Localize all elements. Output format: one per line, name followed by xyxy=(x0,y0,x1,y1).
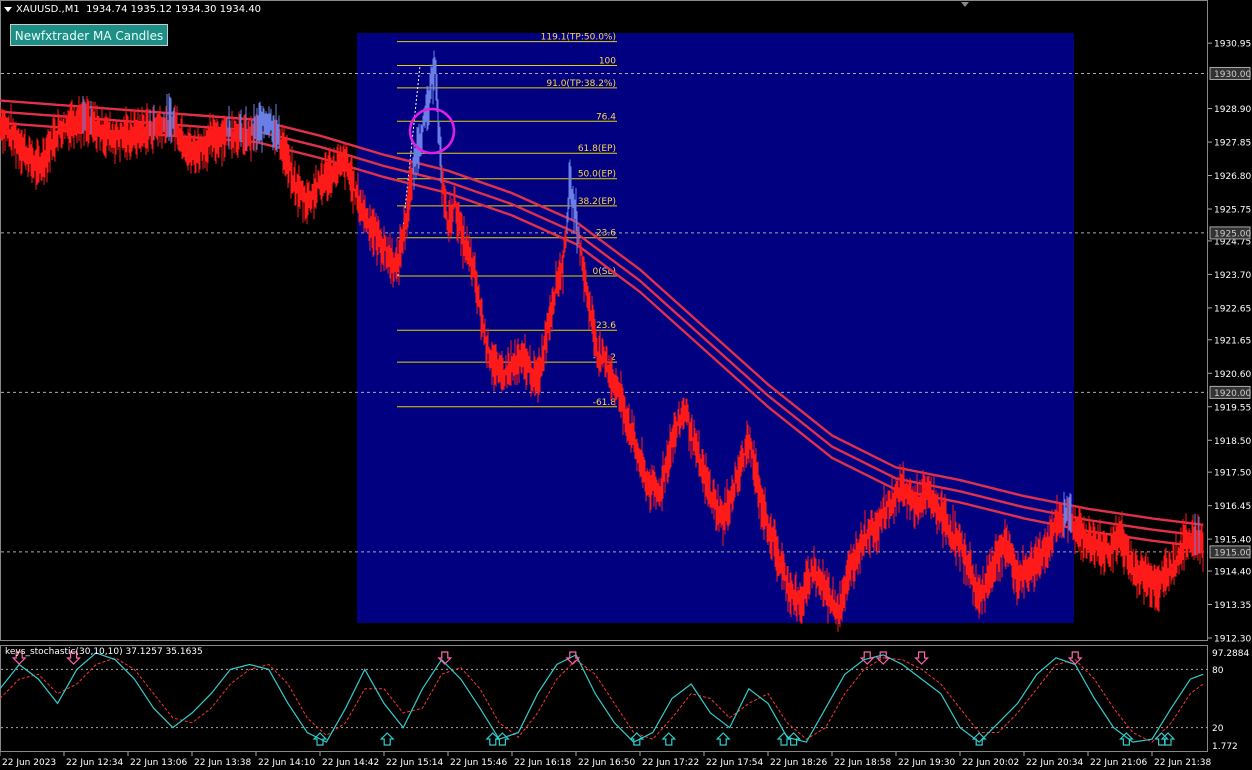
x-tick-label: 22 Jun 20:34 xyxy=(1026,758,1083,768)
main-plot-frame xyxy=(0,0,1208,641)
price-marker-label: 1930.00 xyxy=(1214,70,1251,80)
y-tick-label: 1916.45 xyxy=(1214,502,1251,512)
x-tick-label: 22 Jun 21:38 xyxy=(1154,758,1211,768)
up-arrow-icon xyxy=(629,732,645,746)
x-tick-label: 22 Jun 20:02 xyxy=(962,758,1019,768)
price-marker-box xyxy=(1209,545,1251,559)
ma-band-line-2 xyxy=(0,110,1204,538)
y-tick-label: 1920.60 xyxy=(1214,370,1251,380)
y-tick-label: 1926.80 xyxy=(1214,172,1251,182)
y-tick-label: 1918.50 xyxy=(1214,437,1251,447)
fib-level-label: 119.1(TP:50.0%) xyxy=(541,33,616,43)
x-tick-label: 22 Jun 16:50 xyxy=(578,758,635,768)
fib-level-label: 91.0(TP:38.2%) xyxy=(546,79,616,89)
up-arrow-icon xyxy=(715,732,731,746)
x-tick-label: 22 Jun 12:34 xyxy=(66,758,123,768)
price-marker-label: 1925.00 xyxy=(1214,229,1251,239)
price-marker-box xyxy=(1209,385,1251,399)
y-tick-label: 1912.30 xyxy=(1214,635,1251,645)
symbol-name: XAUUSD.,M1 xyxy=(16,4,80,15)
stochastic-plot-frame xyxy=(0,645,1208,752)
price-marker-box xyxy=(1209,226,1251,240)
up-arrow-icon xyxy=(661,732,677,746)
up-arrow-icon xyxy=(1154,732,1170,746)
x-tick-label: 22 Jun 18:26 xyxy=(770,758,827,768)
ohlc-values: 1934.74 1935.12 1934.30 1934.40 xyxy=(86,4,262,15)
x-tick-label: 22 Jun 19:30 xyxy=(898,758,955,768)
fib-level-label: 61.8(EP) xyxy=(578,144,616,154)
y-tick-label: 1928.90 xyxy=(1214,105,1251,115)
down-arrow-icon xyxy=(565,651,581,665)
indicator-title: keys_stochastic(30,10,10) 37.1257 35.163… xyxy=(5,647,203,657)
down-arrow-icon xyxy=(437,651,453,665)
down-arrow-icon xyxy=(1067,651,1083,665)
y-tick-label: 1925.75 xyxy=(1214,206,1251,216)
x-tick-label: 22 Jun 17:54 xyxy=(706,758,763,768)
fib-anchor-line xyxy=(397,65,421,277)
up-arrow-icon xyxy=(971,732,987,746)
y-tick-label: 1924.75 xyxy=(1214,237,1251,247)
ma-band-line-3 xyxy=(0,99,1204,526)
y-tick-label: 1927.85 xyxy=(1214,139,1251,149)
up-arrow-icon xyxy=(312,732,328,746)
x-tick-label: 22 Jun 2023 xyxy=(2,758,56,768)
y-tick-label: 1913.35 xyxy=(1214,601,1251,611)
entry-circle-marker xyxy=(408,107,456,155)
fib-level-label: -23.6 xyxy=(593,321,617,331)
fib-level-label: -61.8 xyxy=(593,398,617,408)
x-tick-label: 22 Jun 16:18 xyxy=(514,758,571,768)
price-marker-box xyxy=(1209,66,1251,80)
stochastic-y-label: 20 xyxy=(1212,724,1224,734)
symbol-header[interactable]: XAUUSD.,M1 1934.74 1935.12 1934.30 1934.… xyxy=(4,4,261,15)
fib-level-label: 38.2(EP) xyxy=(578,197,616,207)
stochastic-y-label: 1.772 xyxy=(1212,742,1238,752)
fib-level-label: 76.4 xyxy=(596,112,616,122)
up-arrow-icon xyxy=(494,732,510,746)
y-tick-label: 1921.65 xyxy=(1214,336,1251,346)
fib-level-label: 23.6 xyxy=(596,229,616,239)
fib-level-label: 50.0(EP) xyxy=(578,170,616,180)
down-arrow-icon xyxy=(859,651,875,665)
up-arrow-icon xyxy=(786,732,802,746)
stochastic-signal-line xyxy=(0,657,1204,743)
down-arrow-icon xyxy=(11,651,27,665)
chevron-down-icon[interactable] xyxy=(4,6,12,12)
up-arrow-icon xyxy=(379,732,395,746)
x-tick-label: 22 Jun 13:06 xyxy=(130,758,187,768)
x-tick-label: 22 Jun 17:22 xyxy=(642,758,699,768)
price-candles xyxy=(0,50,1204,632)
down-arrow-icon xyxy=(66,651,82,665)
price-marker-label: 1920.00 xyxy=(1214,389,1251,399)
x-tick-label: 22 Jun 21:06 xyxy=(1090,758,1147,768)
stochastic-y-label: 80 xyxy=(1212,666,1224,676)
x-tick-label: 22 Jun 15:14 xyxy=(386,758,443,768)
x-tick-label: 22 Jun 14:42 xyxy=(322,758,379,768)
fib-level-label: 0(SL) xyxy=(593,267,616,277)
stochastic-main-line xyxy=(0,652,1204,743)
ma-band-line-1 xyxy=(0,121,1204,549)
down-arrow-icon xyxy=(875,651,891,665)
y-tick-label: 1930.95 xyxy=(1214,40,1251,50)
x-tick-label: 22 Jun 15:46 xyxy=(450,758,507,768)
y-tick-label: 1922.65 xyxy=(1214,304,1251,314)
ma-candles-button[interactable]: Newfxtrader MA Candles xyxy=(10,24,168,46)
down-arrow-icon xyxy=(914,651,930,665)
up-arrow-icon xyxy=(1118,732,1134,746)
y-tick-label: 1917.50 xyxy=(1214,469,1251,479)
y-tick-label: 1923.70 xyxy=(1214,271,1251,281)
x-tick-label: 22 Jun 14:10 xyxy=(258,758,315,768)
x-tick-label: 22 Jun 13:38 xyxy=(194,758,251,768)
fib-level-label: 100 xyxy=(599,56,616,66)
x-tick-label: 22 Jun 18:58 xyxy=(834,758,891,768)
price-marker-label: 1915.00 xyxy=(1214,548,1251,558)
chart-shift-icon xyxy=(961,2,969,7)
stochastic-y-label: 97.2884 xyxy=(1212,649,1249,659)
y-tick-label: 1914.40 xyxy=(1214,568,1251,578)
up-arrow-icon xyxy=(1160,732,1176,746)
y-tick-label: 1919.55 xyxy=(1214,403,1251,413)
y-tick-label: 1915.40 xyxy=(1214,536,1251,546)
